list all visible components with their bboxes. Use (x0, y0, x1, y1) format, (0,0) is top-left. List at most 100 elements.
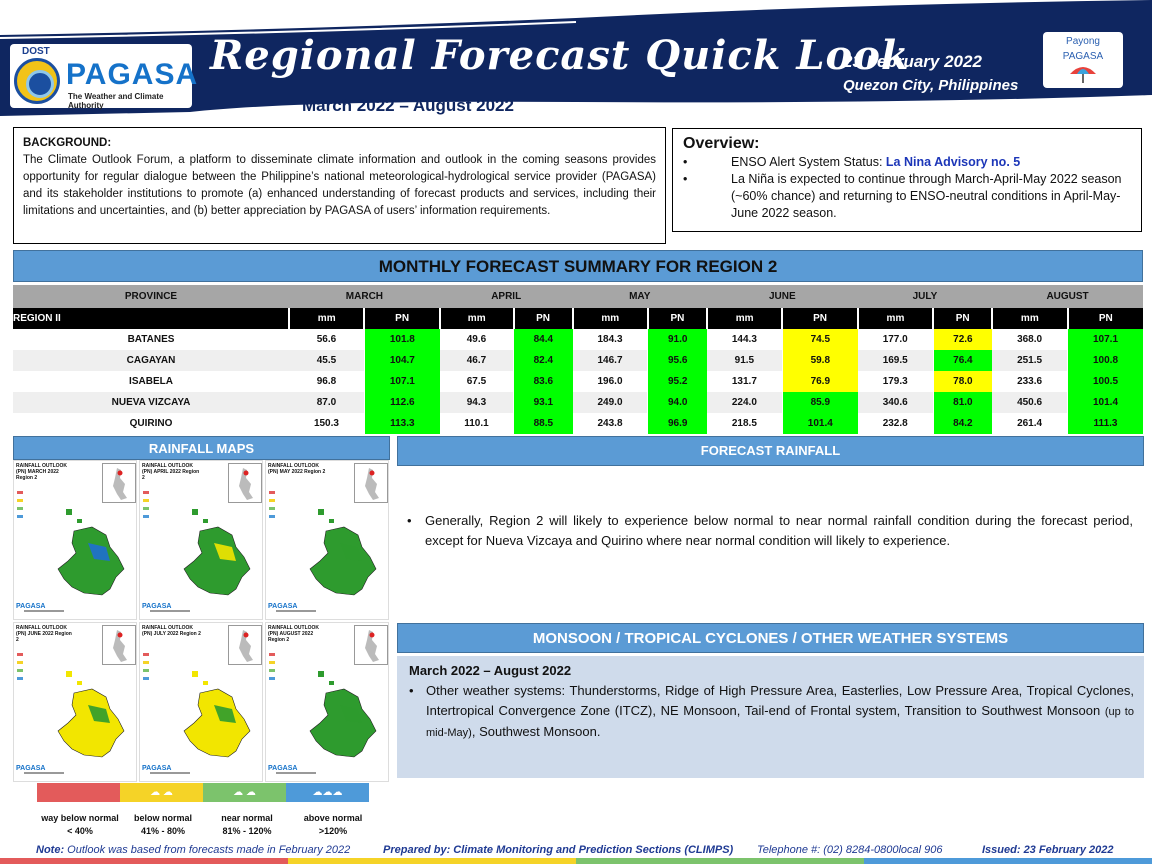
legend-label: way below normal (41, 813, 119, 823)
logo-tagline: The Weather and Climate Authority (68, 92, 164, 110)
map-legend-swatch (17, 515, 23, 518)
monsoon-systems-note: (up to mid-May) (426, 706, 1134, 739)
rainfall-mm-cell: 179.3 (882, 376, 908, 387)
background-box: BACKGROUND: The Climate Outlook Forum, a… (13, 127, 666, 244)
percent-normal-cell: 100.5 (1067, 371, 1143, 392)
region-2-map-shape (276, 671, 377, 774)
percent-normal-cell: 101.4 (1067, 392, 1143, 413)
enso-label: ENSO Alert System Status: (731, 155, 886, 169)
header-banner (0, 0, 1152, 116)
province-name: BATANES (127, 334, 175, 345)
pagasa-seal-icon (14, 58, 60, 104)
pn-header: PN (1066, 308, 1143, 329)
region-2-map-shape (276, 509, 377, 612)
rainfall-outlook-map: RAINFALL OUTLOOK (PN) MAY 2022 Region 2 P… (265, 460, 389, 620)
map-legend-swatch (143, 507, 149, 510)
location-inset-map (102, 625, 136, 665)
rainfall-mm-cell: 368.0 (1017, 334, 1043, 345)
percent-normal-cell: 112.6 (363, 392, 440, 413)
pn-header: PN (363, 308, 440, 329)
legend-label: below normal (133, 813, 192, 823)
map-pagasa-logo: PAGASA (16, 765, 46, 772)
percent-normal-cell: 95.2 (647, 371, 707, 392)
percent-normal-cell: 85.9 (781, 392, 858, 413)
forecast-period: March 2022 – August 2022 (302, 96, 514, 115)
percent-normal-cell: 107.1 (363, 371, 440, 392)
footer-note: Note: Outlook was based from forecasts m… (36, 844, 350, 856)
rainfall-mm-cell: 49.6 (466, 334, 487, 345)
legend-label: above normal (303, 813, 363, 823)
percent-normal-cell: 107.1 (1067, 329, 1143, 350)
mm-header: mm (705, 308, 783, 329)
map-legend-swatch (17, 661, 23, 664)
pn-header: PN (781, 308, 858, 329)
map-legend-swatch (269, 507, 275, 510)
map-legend-swatch (269, 499, 275, 502)
map-legend-swatch (17, 491, 23, 494)
percent-normal-cell: 111.3 (1067, 413, 1143, 434)
legend-range: >120% (318, 826, 348, 836)
percent-normal-cell: 84.2 (932, 413, 993, 434)
percent-normal-cell: 76.9 (781, 371, 858, 392)
region-2-map-shape (150, 509, 251, 612)
legend-range: < 40% (67, 826, 93, 836)
monsoon-period: March 2022 – August 2022 (409, 663, 572, 678)
percent-normal-cell: 101.4 (781, 413, 858, 434)
map-legend-swatch (269, 677, 275, 680)
map-legend-swatch (269, 653, 275, 656)
footer-issued: Issued: 23 February 2022 (982, 844, 1114, 856)
mm-header: mm (287, 308, 365, 329)
legend-range: 41% - 80% (140, 826, 186, 836)
rainfall-mm-cell: 96.8 (316, 376, 337, 387)
footer-note-text: Outlook was based from forecasts made in… (64, 844, 351, 856)
legend-item: below normal 41% - 80% (120, 812, 206, 838)
overview-box: Overview: ENSO Alert System Status: La N… (672, 128, 1142, 232)
percent-normal-cell: 84.4 (513, 329, 573, 350)
rainfall-mm-cell: 146.7 (572, 350, 648, 371)
rainfall-mm-cell: 233.6 (1017, 376, 1043, 387)
location-inset-map (102, 463, 136, 503)
map-legend-swatch (17, 677, 23, 680)
percent-normal-cell: 83.6 (513, 371, 573, 392)
percent-normal-cell: 113.3 (363, 413, 440, 434)
map-pagasa-logo: PAGASA (16, 603, 46, 610)
rainfall-mm-cell: 177.0 (882, 334, 908, 345)
percent-normal-cell: 88.5 (513, 413, 573, 434)
month-header: MAY (572, 285, 707, 308)
month-header: JUNE (706, 285, 858, 308)
map-legend-swatch (269, 669, 275, 672)
map-label: RAINFALL OUTLOOK (PN) AUGUST 2022 Region… (268, 625, 320, 643)
map-pagasa-logo: PAGASA (268, 603, 298, 610)
rainfall-outlook-map: RAINFALL OUTLOOK (PN) APRIL 2022 Region … (139, 460, 263, 620)
region-2-map-shape (24, 509, 125, 612)
monsoon-heading: MONSOON / TROPICAL CYCLONES / OTHER WEAT… (397, 623, 1144, 653)
map-legend-swatch (17, 669, 23, 672)
header: DOST PAGASA The Weather and Climate Auth… (0, 0, 1152, 122)
footer-stripe (0, 858, 1152, 864)
map-legend-swatch (143, 677, 149, 680)
map-label: RAINFALL OUTLOOK (PN) JULY 2022 Region 2 (142, 625, 201, 637)
rainfall-outlook-map: RAINFALL OUTLOOK (PN) MARCH 2022 Region … (13, 460, 137, 620)
payong-line2: PAGASA (1062, 51, 1104, 62)
rainfall-mm-cell: 232.8 (882, 418, 908, 429)
legend-swatch: ☁ ☁ (120, 783, 203, 802)
map-label: RAINFALL OUTLOOK (PN) MAY 2022 Region 2 (268, 463, 326, 475)
mm-header: mm (991, 308, 1068, 329)
monsoon-body: March 2022 – August 2022 Other weather s… (397, 656, 1144, 778)
overview-item: ENSO Alert System Status: La Nina Adviso… (683, 154, 1131, 171)
legend-swatch (37, 783, 120, 802)
percent-normal-cell: 81.0 (932, 392, 993, 413)
rainfall-mm-cell: 340.6 (857, 392, 934, 413)
rainfall-mm-cell: 184.3 (597, 334, 623, 345)
rainfall-mm-cell: 196.0 (597, 376, 623, 387)
month-header: APRIL (439, 285, 573, 308)
rainfall-mm-cell: 150.3 (313, 418, 339, 429)
logo-agency: DOST (22, 46, 50, 57)
rainfall-outlook-map: RAINFALL OUTLOOK (PN) AUGUST 2022 Region… (265, 622, 389, 782)
percent-normal-cell: 82.4 (513, 350, 573, 371)
map-pagasa-logo: PAGASA (142, 603, 172, 610)
footer-note-label: Note: (36, 844, 65, 856)
monsoon-systems-end: , Southwest Monsoon. (471, 724, 601, 739)
map-legend-swatch (269, 661, 275, 664)
rainfall-outlook-map: RAINFALL OUTLOOK (PN) JULY 2022 Region 2… (139, 622, 263, 782)
